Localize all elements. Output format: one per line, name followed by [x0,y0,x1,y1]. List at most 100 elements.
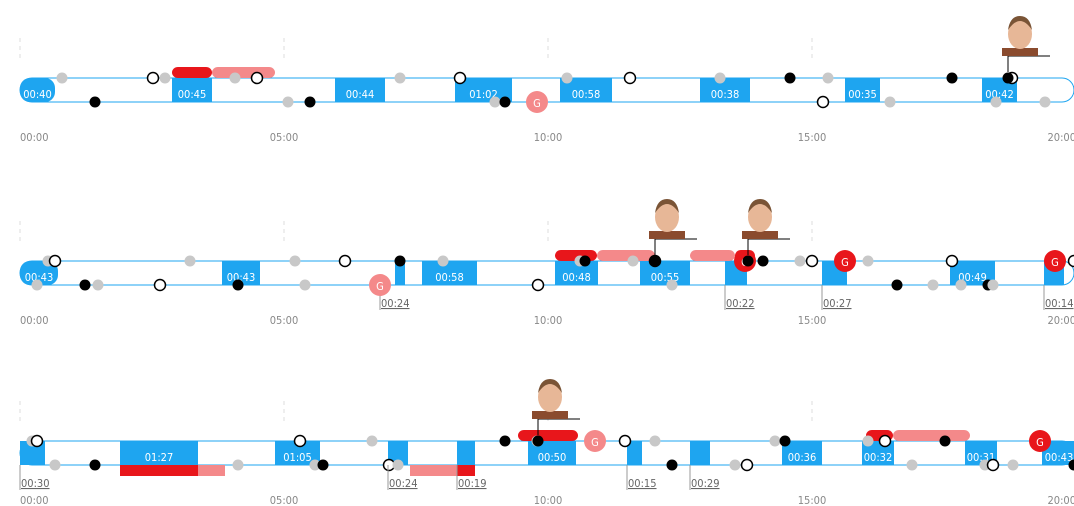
event-dot [232,459,244,471]
event-dot [282,96,294,108]
goal-marker [1044,250,1066,272]
goal-marker [369,274,391,296]
goal-marker [526,91,548,113]
event-dot [229,72,241,84]
axis-label: 20:00 [1047,131,1074,144]
shift-time: 00:36 [788,451,817,464]
track [19,260,1074,286]
penalty-time: 00:22 [726,297,755,310]
goal-marker [1029,430,1051,452]
shift-time: 01:02 [469,88,498,101]
axis-label: 05:00 [270,494,299,506]
event-dot [805,254,819,268]
shift-block [120,441,198,465]
goal-marker [834,250,856,272]
event-dot [489,96,501,108]
penalty-time: 00:19 [458,477,487,490]
event-dot [79,279,91,291]
event-dot [31,279,43,291]
event-dot [146,71,160,85]
event-dot [49,459,61,471]
event-dot [794,255,806,267]
event-dot [666,279,678,291]
hair [1008,16,1032,30]
event-dot [232,279,244,291]
event-dot [769,435,781,447]
penalty-bar [212,67,275,78]
penalty-bar [120,465,198,476]
penalty-bar [893,430,970,441]
axis-label: 20:00 [1047,494,1074,506]
event-dot [1067,254,1074,268]
event-dot [891,279,903,291]
event-dot [649,435,661,447]
goal-label: G [533,97,541,110]
shift-time: 00:43 [227,271,256,284]
event-dot [757,255,769,267]
shift-block [388,441,408,465]
axis-label: 15:00 [798,494,827,506]
goal-label: G [376,280,384,293]
axis-label: 00:00 [20,494,49,506]
event-dot [250,71,264,85]
axis-label: 15:00 [798,131,827,144]
shift-time: 01:27 [145,451,174,464]
shift-time: 00:43 [25,271,54,284]
shirt [1002,48,1038,56]
event-dot [317,459,329,471]
event-dot [153,278,167,292]
shift-block [700,78,750,102]
shift-block [335,78,385,102]
shift-block [845,78,880,102]
hair [538,379,562,393]
event-dot [531,278,545,292]
shift-time: 00:44 [346,88,375,101]
event-dot [392,459,404,471]
axis-label: 05:00 [270,131,299,144]
axis-label: 00:00 [20,314,49,327]
event-dot [1068,459,1074,471]
penalty-time: 00:27 [823,297,852,310]
shift-time: 00:42 [985,88,1014,101]
event-dot [309,459,321,471]
shift-time: 00:58 [435,271,464,284]
event-dot [822,72,834,84]
face [538,382,562,412]
event-dot [955,279,967,291]
event-dot [784,72,796,84]
penalty-time: 00:24 [381,297,410,310]
shift-block [690,441,710,465]
event-dot [779,435,791,447]
event-dot [729,459,741,471]
event-dot [56,72,68,84]
event-dot [990,96,1002,108]
axis-label: 10:00 [534,314,563,327]
event-dot [48,254,62,268]
shift-time: 00:40 [23,88,52,101]
event-dot [92,279,104,291]
shift-block [640,261,690,285]
event-dot [304,96,316,108]
shift-block [395,261,405,285]
axis-label: 20:00 [1047,314,1074,327]
shift-time: 00:49 [958,271,987,284]
face [1008,19,1032,49]
shift-time: 00:48 [562,271,591,284]
event-dot [579,255,591,267]
player-photo [649,199,697,267]
event-dot [939,435,951,447]
event-dot [862,435,874,447]
shirt [742,231,778,239]
player-photo [532,379,580,447]
penalty-bar [172,67,212,78]
penalty-time: 00:14 [1045,297,1074,310]
penalty-bar [597,250,655,261]
axis-label: 10:00 [534,494,563,506]
event-dot [437,255,449,267]
event-dot [561,72,573,84]
event-dot [987,279,999,291]
event-dot [394,255,406,267]
player-event [532,435,544,447]
player-event [649,255,661,267]
